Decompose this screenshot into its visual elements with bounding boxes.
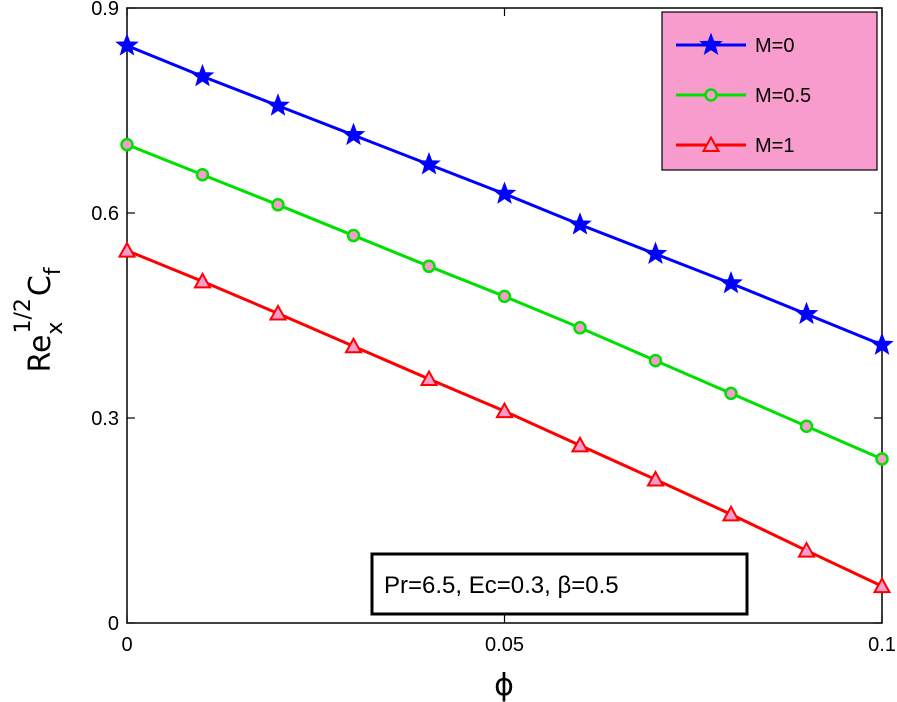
- legend-marker: [699, 32, 723, 56]
- annotation-box: [370, 552, 749, 616]
- y-label-base: Re: [23, 335, 58, 373]
- data-point: [495, 401, 514, 419]
- data-point: [799, 419, 814, 433]
- data-point: [190, 63, 215, 87]
- data-point: [117, 241, 137, 258]
- parameter-annotation: Pr=6.5, Ec=0.3, β=0.5: [370, 552, 749, 616]
- data-point: [643, 241, 668, 265]
- data-point: [568, 212, 592, 235]
- data-point: [875, 452, 889, 466]
- data-point: [120, 137, 134, 152]
- y-tick-label: 0.6: [91, 203, 119, 225]
- data-point: [195, 167, 210, 182]
- x-tick-label: 0.05: [485, 634, 524, 656]
- data-point: [648, 353, 663, 368]
- data-point: [573, 321, 587, 335]
- data-point: [872, 576, 892, 594]
- data-point: [419, 369, 439, 387]
- axis-ticks: 0 0.05 0.1 0 0.3 0.6 0.9: [91, 0, 896, 656]
- legend: M=0 M=0.5 M=1: [661, 11, 878, 171]
- legend-marker: [701, 135, 721, 152]
- legend-marker: [704, 88, 718, 102]
- data-point: [724, 386, 738, 401]
- data-point: [344, 336, 363, 354]
- data-point: [417, 152, 441, 175]
- legend-entry: M=1: [676, 135, 794, 157]
- data-point: [719, 270, 743, 294]
- x-tick-label: 0: [121, 634, 132, 656]
- legend-label: M=0.5: [755, 85, 811, 107]
- data-point: [497, 289, 512, 304]
- y-label-main-sub: f: [41, 266, 66, 275]
- x-tick-label: 0.1: [868, 634, 896, 656]
- series-1: [120, 137, 889, 466]
- data-point: [646, 469, 665, 487]
- data-point: [870, 332, 894, 355]
- series-0: [115, 33, 894, 355]
- y-label-sup: 1/2: [11, 298, 36, 333]
- data-point: [115, 33, 139, 56]
- data-point: [271, 198, 285, 212]
- data-point: [346, 228, 361, 243]
- data-point: [341, 122, 366, 146]
- legend-label: M=0: [755, 35, 794, 57]
- legend-entry: M=0: [676, 32, 794, 57]
- y-axis-label: Rex 1/2Cf: [11, 266, 68, 372]
- y-tick-label: 0.9: [91, 0, 119, 20]
- data-point: [794, 301, 819, 325]
- y-label-main: C: [23, 275, 58, 296]
- y-tick-label: 0.3: [91, 408, 119, 430]
- y-tick-label: 0: [108, 613, 119, 635]
- data-point: [492, 181, 517, 204]
- data-point: [266, 93, 290, 116]
- data-point: [193, 271, 212, 289]
- annotation-text: Pr=6.5, Ec=0.3, β=0.5: [384, 572, 619, 599]
- data-point: [268, 303, 288, 321]
- x-axis-label: ϕ: [494, 668, 514, 702]
- y-label-sub: x: [43, 322, 68, 335]
- svg-text:Rex1/2Cf: Rex 1/2Cf: [11, 266, 68, 372]
- data-point: [797, 541, 816, 558]
- legend-entry: M=0.5: [676, 85, 811, 107]
- legend-label: M=1: [755, 135, 794, 157]
- data-point: [721, 504, 741, 522]
- data-point: [422, 259, 436, 274]
- series-layer: [115, 33, 894, 594]
- data-point: [570, 435, 590, 453]
- series-2: [117, 241, 892, 594]
